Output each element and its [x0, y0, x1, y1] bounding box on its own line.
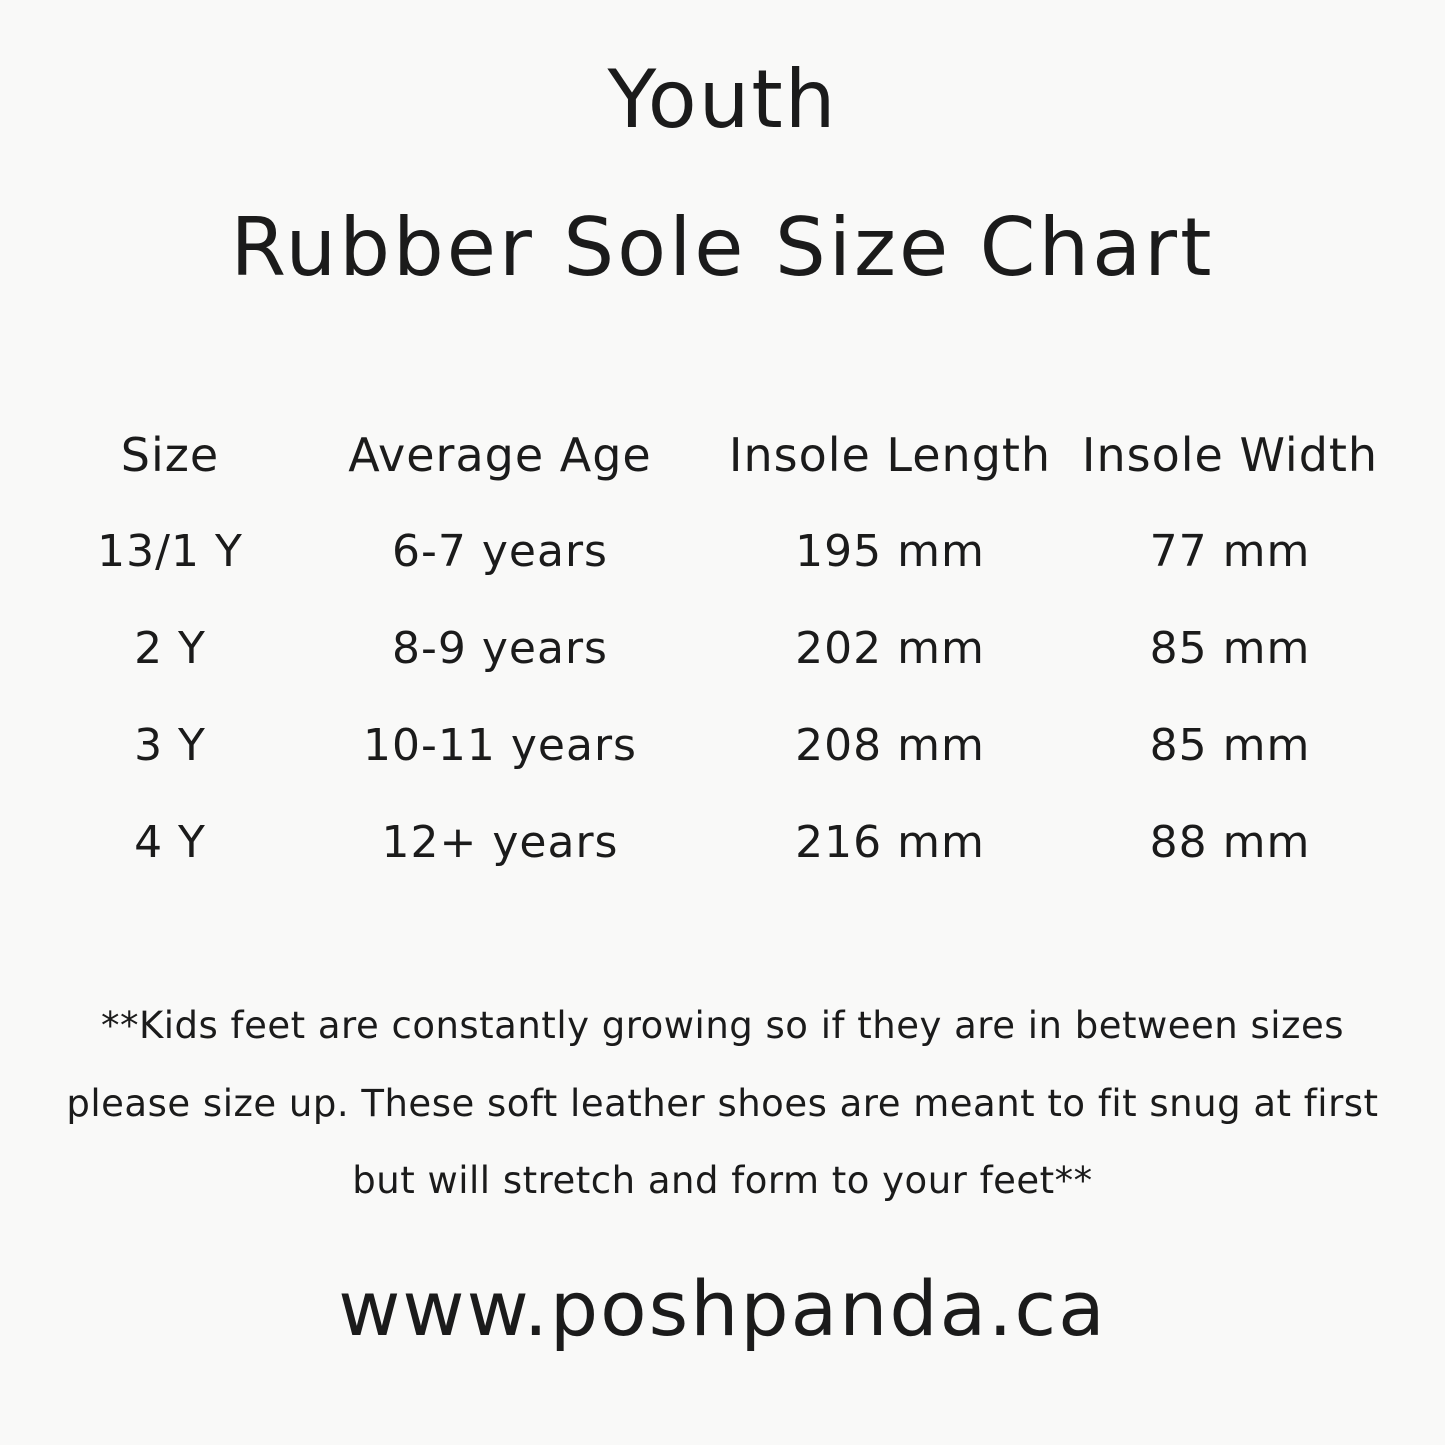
- table-cell-insole-length: 216 mm: [795, 817, 985, 868]
- table-cell-average-age: 6-7 years: [392, 526, 608, 577]
- sizing-note-line-2: please size up. These soft leather shoes…: [66, 1081, 1379, 1125]
- table-cell-insole-length: 195 mm: [795, 526, 985, 577]
- page-title: Youth: [607, 53, 838, 146]
- table-cell-insole-length: 202 mm: [795, 623, 985, 674]
- column-header-size: Size: [120, 427, 220, 482]
- column-header-insole-length: Insole Length: [728, 427, 1052, 482]
- table-cell-insole-length: 208 mm: [795, 720, 985, 771]
- table-cell-average-age: 8-9 years: [392, 623, 608, 674]
- size-table: Size Average Age Insole Length Insole Wi…: [60, 406, 1400, 891]
- sizing-note: **Kids feet are constantly growing so if…: [66, 987, 1378, 1220]
- table-cell-average-age: 10-11 years: [363, 720, 637, 771]
- column-header-insole-width: Insole Width: [1081, 427, 1379, 482]
- table-cell-insole-width: 85 mm: [1149, 623, 1311, 674]
- table-cell-insole-width: 77 mm: [1149, 526, 1311, 577]
- table-cell-insole-width: 85 mm: [1149, 720, 1311, 771]
- table-cell-size: 3 Y: [134, 720, 206, 771]
- column-header-average-age: Average Age: [348, 427, 652, 482]
- sizing-note-line-1: **Kids feet are constantly growing so if…: [100, 1004, 1344, 1047]
- sizing-note-line-3: but will stretch and form to your feet**: [352, 1159, 1093, 1203]
- page-subtitle: Rubber Sole Size Chart: [230, 201, 1215, 294]
- table-cell-size: 2 Y: [134, 623, 206, 674]
- table-cell-insole-width: 88 mm: [1149, 817, 1311, 868]
- table-cell-size: 13/1 Y: [97, 526, 243, 577]
- table-cell-average-age: 12+ years: [381, 817, 619, 868]
- table-cell-size: 4 Y: [134, 817, 206, 868]
- website-url: www.poshpanda.ca: [338, 1264, 1107, 1354]
